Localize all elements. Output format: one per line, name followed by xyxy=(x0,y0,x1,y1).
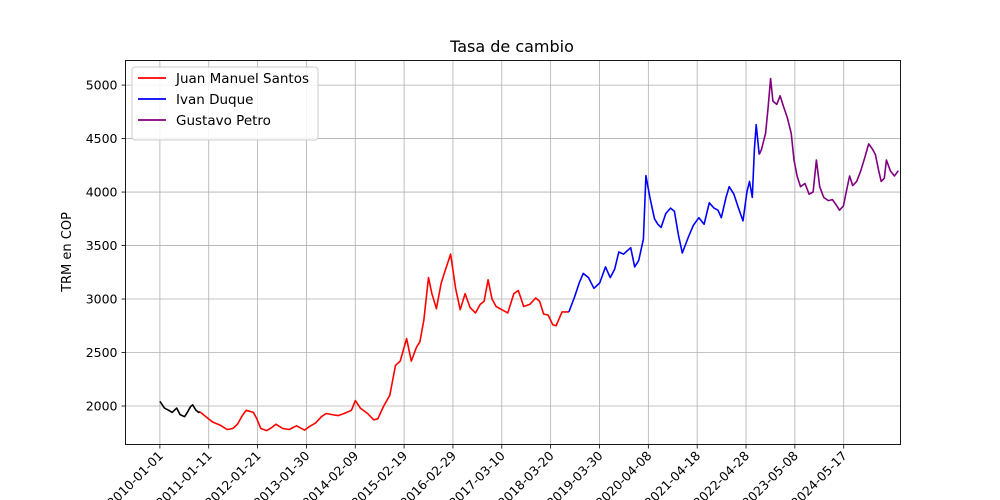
series-line-juan-manuel-santos xyxy=(199,253,569,432)
x-axis: 2010-01-012011-01-112012-01-212013-01-30… xyxy=(104,444,850,500)
y-tick-label: 4500 xyxy=(86,131,118,146)
y-axis-label: TRM en COP xyxy=(60,212,75,293)
series-line-gustavo-petro xyxy=(758,77,899,211)
series-line-ivan-duque xyxy=(568,123,760,313)
y-tick-label: 2000 xyxy=(86,398,118,413)
y-tick-label: 2500 xyxy=(86,345,118,360)
legend-box xyxy=(131,66,319,141)
y-tick-label: 4000 xyxy=(86,185,118,200)
legend: Juan Manuel Santos Ivan Duque Gustavo Petr… xyxy=(131,66,319,141)
legend-label: Gustavo Petro xyxy=(176,113,271,129)
plot-series xyxy=(159,77,899,432)
y-tick-label: 3000 xyxy=(86,292,118,307)
plot-frame xyxy=(125,60,901,445)
legend-label: Ivan Duque xyxy=(176,92,253,108)
y-axis: 2000 2500 3000 3500 4000 4500 5000 xyxy=(86,78,126,413)
y-tick-label: 3500 xyxy=(86,238,118,253)
y-tick-label: 5000 xyxy=(86,78,118,93)
series-line-unlabeled-0 xyxy=(159,400,201,418)
legend-label: Juan Manuel Santos xyxy=(175,71,309,87)
x-tick-label: 2010-01-01 xyxy=(104,448,166,500)
chart-title: Tasa de cambio xyxy=(449,37,574,56)
